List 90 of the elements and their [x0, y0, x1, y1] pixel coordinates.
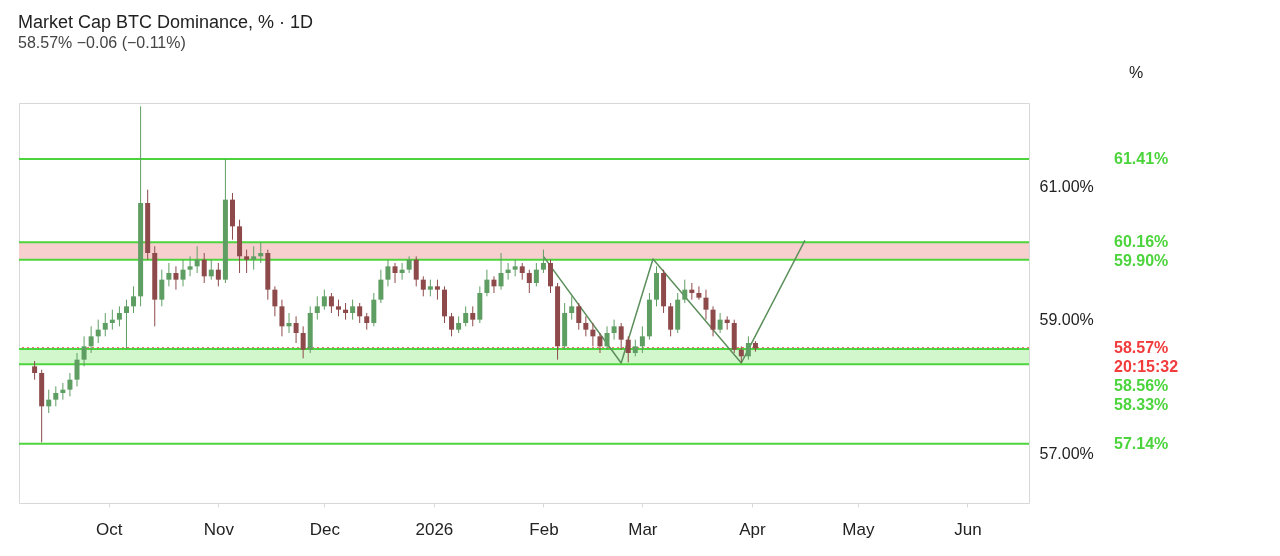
candlestick: [576, 302, 582, 331]
line-series: [542, 239, 806, 364]
candlestick: [569, 295, 575, 321]
candlestick: [710, 305, 716, 337]
candlestick: [463, 305, 469, 327]
candlestick: [81, 335, 87, 367]
ref-line-label: 60.16%: [1114, 233, 1169, 251]
candlestick: [251, 245, 257, 271]
x-tick-label: Apr: [739, 519, 766, 539]
candlestick: [449, 312, 455, 337]
candlestick: [597, 332, 603, 354]
candlestick: [413, 255, 419, 287]
candlestick: [95, 319, 101, 344]
candlestick: [639, 325, 645, 354]
candlestick: [491, 275, 497, 294]
candlestick: [540, 249, 546, 274]
candlestick: [328, 292, 334, 314]
candlestick: [625, 335, 631, 363]
x-tick-label: May: [842, 519, 875, 539]
candlestick: [173, 265, 179, 291]
candlestick: [703, 289, 709, 321]
chart-subtitle: 58.57% −0.06 (−0.11%): [18, 34, 186, 51]
candlestick: [668, 302, 674, 337]
candlestick: [618, 322, 624, 351]
candlestick: [682, 279, 688, 304]
candlestick: [434, 279, 440, 301]
candlestick: [244, 249, 250, 274]
y-tick-label: 61.00%: [1039, 177, 1094, 195]
candlestick: [272, 285, 278, 317]
y-tick-label: 57.00%: [1039, 444, 1094, 462]
candlestick: [385, 259, 391, 287]
candlestick: [215, 262, 221, 287]
candlestick: [74, 352, 80, 387]
x-tick-label: Mar: [628, 519, 658, 539]
candlestick: [166, 262, 172, 287]
candlestick: [498, 252, 504, 291]
y-tick-label: 59.00%: [1039, 311, 1094, 329]
ref-line-label: 61.41%: [1114, 150, 1169, 167]
candlestick: [88, 325, 94, 354]
candlestick: [420, 275, 426, 297]
x-tick-label: 2026: [415, 519, 454, 539]
candlestick: [116, 305, 122, 327]
candlestick: [371, 292, 377, 327]
candlestick: [378, 269, 384, 304]
chart-title: Market Cap BTC Dominance, % · 1D: [18, 12, 314, 32]
candlestick: [180, 259, 186, 287]
x-tick-label: Dec: [309, 519, 341, 539]
candlestick: [696, 285, 702, 301]
candlestick: [201, 252, 207, 284]
x-tick-label: Feb: [529, 519, 559, 539]
candlestick: [484, 269, 490, 297]
candlestick: [604, 325, 610, 351]
candlestick: [67, 372, 73, 397]
candlestick: [32, 360, 38, 381]
candlestick: [533, 262, 539, 287]
candlestick: [159, 269, 165, 307]
candlestick: [526, 269, 532, 294]
candlestick: [611, 319, 617, 341]
candlestick: [300, 325, 306, 359]
candlestick: [123, 299, 129, 350]
candlestick: [745, 335, 751, 361]
text: 20:15:32: [1114, 358, 1179, 376]
candlestick: [583, 315, 589, 337]
candlestick: [470, 305, 476, 327]
candlestick: [194, 245, 200, 274]
candlestick: [102, 312, 108, 337]
candlestick: [350, 299, 356, 321]
candlestick: [187, 255, 193, 277]
candlestick: [293, 315, 299, 344]
x-tick-label: Nov: [203, 519, 235, 539]
candlestick: [321, 289, 327, 311]
ref-line-label: 58.57%: [1114, 339, 1169, 357]
candlestick: [131, 285, 137, 314]
candlestick: [46, 389, 52, 414]
candlestick: [590, 322, 596, 347]
candlestick: [548, 259, 553, 294]
candlestick: [208, 259, 214, 281]
text: %: [1129, 64, 1144, 81]
candlestick: [314, 295, 320, 321]
candlestick: [53, 385, 59, 407]
x-tick-label: Oct: [96, 519, 123, 539]
candlestick: [392, 262, 398, 284]
ref-line-label: 58.56%: [1114, 377, 1169, 395]
candlestick: [357, 302, 363, 324]
ref-line-label: 58.33%: [1114, 396, 1169, 414]
ref-line-label: 57.14%: [1114, 434, 1169, 452]
ref-line-label: 59.90%: [1114, 252, 1169, 270]
candlestick: [717, 312, 723, 334]
candlestick: [279, 299, 285, 337]
x-tick-label: Jun: [954, 519, 982, 539]
